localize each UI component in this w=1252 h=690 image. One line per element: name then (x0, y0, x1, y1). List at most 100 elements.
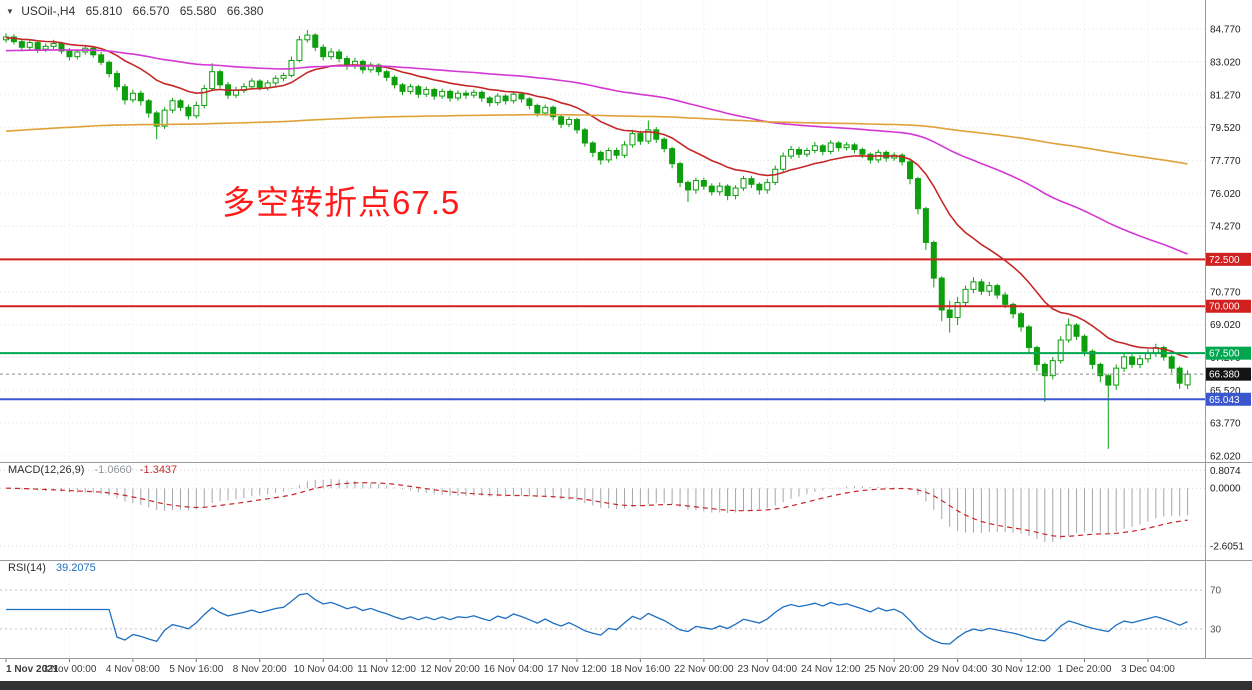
candle-body (232, 89, 239, 96)
candle-body (851, 144, 858, 151)
candle-body (129, 92, 136, 101)
candle-body (447, 90, 454, 99)
candle-body (1121, 356, 1128, 369)
candle-body (684, 181, 691, 191)
time-axis-label: 8 Nov 20:00 (233, 664, 287, 675)
time-axis-label: 10 Nov 04:00 (293, 664, 353, 675)
time-axis-label: 17 Nov 12:00 (547, 664, 607, 675)
symbol-period-label: USOil-,H4 (21, 4, 76, 18)
candle-body (296, 39, 303, 61)
candle-body (883, 151, 890, 159)
candle-body (217, 71, 224, 86)
svg-text:65.043: 65.043 (1209, 395, 1240, 406)
candle-body (526, 98, 533, 106)
svg-text:79.520: 79.520 (1210, 123, 1241, 134)
time-axis-label: 16 Nov 04:00 (484, 664, 544, 675)
candle-body (193, 104, 200, 117)
time-axis-label: 29 Nov 04:00 (928, 664, 988, 675)
candle-body (780, 155, 787, 170)
time-axis-label: 18 Nov 16:00 (611, 664, 671, 675)
svg-text:66.380: 66.380 (1209, 370, 1240, 381)
candle-body (1002, 294, 1009, 305)
svg-text:76.020: 76.020 (1210, 189, 1241, 200)
candle-body (994, 285, 1001, 296)
macd-signal-value: -1.3437 (139, 464, 178, 476)
candle-body (502, 95, 509, 102)
time-axis-label: 4 Nov 08:00 (106, 664, 160, 675)
candle-body (1176, 367, 1183, 384)
time-axis-label: 30 Nov 12:00 (991, 664, 1051, 675)
candle-body (201, 88, 208, 106)
svg-text:77.770: 77.770 (1210, 156, 1241, 167)
svg-text:62.020: 62.020 (1210, 451, 1241, 462)
svg-text:69.020: 69.020 (1210, 320, 1241, 331)
candle-body (748, 178, 755, 185)
candle-body (724, 185, 731, 197)
svg-text:65.520: 65.520 (1210, 386, 1241, 397)
ohlc-low: 65.580 (179, 4, 217, 18)
svg-text:84.770: 84.770 (1210, 25, 1241, 36)
candle-body (431, 89, 438, 97)
candle-body (970, 281, 977, 290)
candle-body (518, 93, 525, 100)
ma-fast-line (5, 37, 1188, 359)
candle-body (946, 309, 953, 319)
candle-body (272, 77, 279, 84)
rsi-indicator-label: RSI(14) 39.2075 (8, 562, 96, 574)
candle-body (1081, 335, 1088, 352)
candle-body (1010, 303, 1017, 315)
candle-body (922, 208, 929, 243)
grid (0, 0, 1205, 658)
symbol-dropdown-icon[interactable]: ▼ (6, 7, 14, 16)
candle-body (653, 129, 660, 140)
candle-body (1018, 313, 1025, 328)
candle-body (1049, 360, 1056, 377)
candle-body (1129, 356, 1136, 365)
time-axis-label: 1 Nov 2021 (6, 664, 59, 675)
candle-body (177, 100, 184, 108)
candle-body (914, 178, 921, 210)
candle-body (1184, 373, 1191, 386)
candle-body (819, 145, 826, 152)
candle-body (1113, 367, 1120, 386)
candle-body (26, 42, 33, 48)
candle-body (74, 51, 81, 58)
candle-body (478, 91, 485, 99)
candle-body (534, 104, 541, 114)
candle-body (137, 92, 144, 102)
candle-body (827, 142, 834, 152)
time-axis-label: 25 Nov 20:00 (864, 664, 924, 675)
ma-medium-line (5, 49, 1188, 255)
candle-body (98, 54, 105, 63)
candle-body (1136, 358, 1143, 365)
candle-body (1041, 363, 1048, 377)
candle-body (700, 180, 707, 187)
candle-body (256, 80, 263, 89)
candle-body (336, 51, 343, 60)
candle-body (145, 100, 152, 114)
candle-body (962, 288, 969, 303)
svg-text:70: 70 (1210, 586, 1222, 597)
rsi-value: 39.2075 (55, 562, 96, 574)
candle-body (439, 90, 446, 97)
candle-body (399, 84, 406, 92)
svg-text:0.0000: 0.0000 (1210, 484, 1241, 495)
time-axis-label: 12 Nov 20:00 (420, 664, 480, 675)
candle-body (558, 116, 565, 125)
candle-body (756, 183, 763, 191)
candle-body (605, 149, 612, 161)
candle-body (613, 149, 620, 156)
candle-body (581, 129, 588, 144)
svg-text:70.770: 70.770 (1210, 287, 1241, 298)
candle-body (169, 100, 176, 111)
candle-body (1073, 324, 1080, 337)
rsi-axis-labels: 70 30 (1210, 586, 1222, 636)
candle-body (161, 109, 168, 127)
svg-text:81.270: 81.270 (1210, 90, 1241, 101)
chart-annotation[interactable]: 多空转折点67.5 (222, 184, 461, 221)
rsi-name: RSI(14) (8, 562, 46, 574)
candle-body (732, 187, 739, 197)
candle-body (843, 144, 850, 149)
